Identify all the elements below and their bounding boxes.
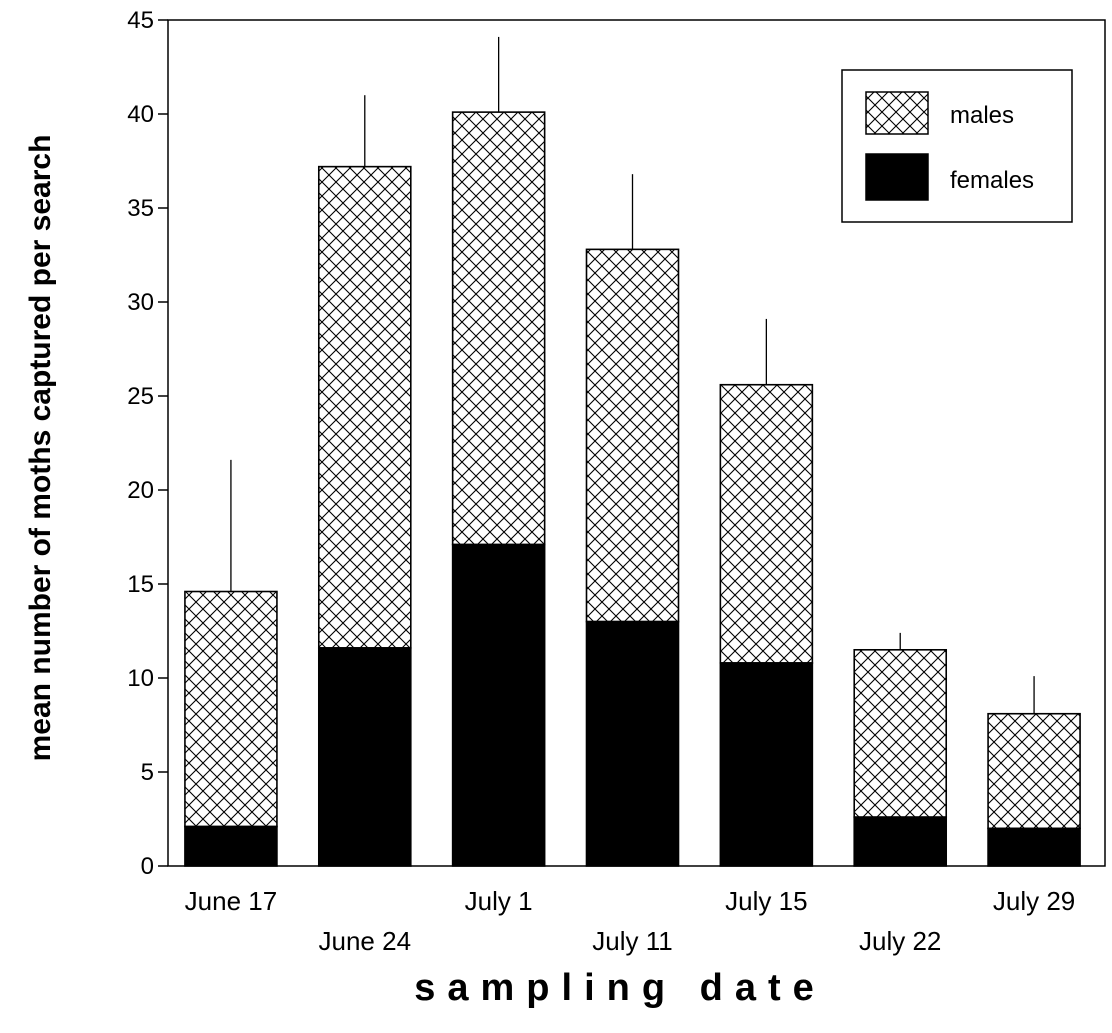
bar-males [719,383,814,664]
x-category-label: July 15 [725,886,807,916]
bar-males [853,648,948,818]
plot-area: 0 5 10 15 20 25 30 35 40 45 June 17 June 24 July 1 Ju… [127,7,1106,956]
x-category-label: July 1 [465,886,533,916]
legend-label-males: males [950,102,1014,129]
bar-females [853,816,948,867]
bar-males [451,111,546,546]
x-category-label: June 17 [185,886,278,916]
y-tick-label: 15 [127,571,154,598]
bar-females [585,620,680,867]
x-category-label: June 24 [319,926,412,956]
y-tick-label: 20 [127,477,154,504]
y-tick-label: 5 [141,759,154,786]
bar-males [585,248,680,623]
x-category-label: July 11 [592,926,672,956]
legend-label-females: females [950,167,1034,194]
x-category-label: July 22 [859,926,941,956]
y-tick-label: 10 [127,665,154,692]
y-tick-label: 40 [127,101,154,128]
legend-swatch-females [865,153,929,201]
bar-females [317,647,412,867]
y-tick-label: 45 [127,7,154,34]
x-axis-title: sampling date [414,967,826,1009]
y-axis-title: mean number of moths captured per search [24,135,57,762]
bar-females [184,825,278,867]
x-category-label: July 29 [993,886,1075,916]
bar-females [719,662,814,867]
y-tick-label: 25 [127,383,154,410]
bar-females [987,827,1081,867]
bar-males [184,590,278,828]
bar-males [987,712,1081,830]
legend-swatch-males [865,91,929,135]
bar-males [317,165,412,649]
y-tick-label: 30 [127,289,154,316]
bar-females [451,543,546,867]
y-tick-label: 35 [127,195,154,222]
y-tick-label: 0 [141,853,154,880]
